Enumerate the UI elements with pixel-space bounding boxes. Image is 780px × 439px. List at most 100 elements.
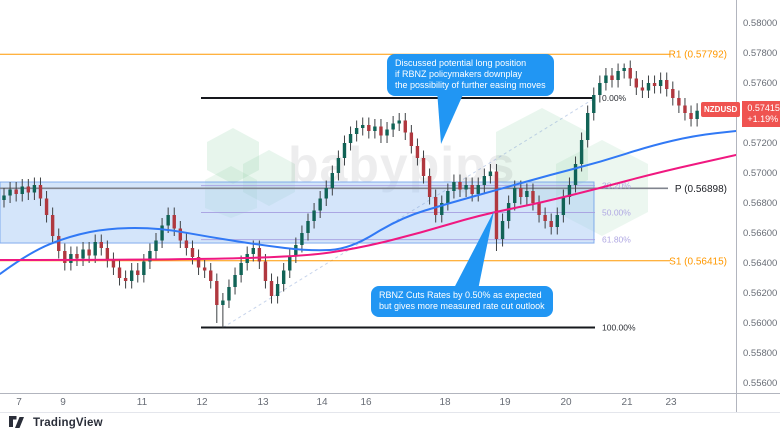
price-tick-label: 0.58000 — [743, 18, 778, 29]
price-chart-canvas: R1 (0.57792) P (0.56898) S1 (0.56415) 0.00%… — [0, 50, 736, 333]
price-tick-label: 0.57000 — [743, 168, 778, 179]
change-text: +1.19% — [747, 114, 779, 124]
candle-down — [494, 171, 499, 239]
candle-down — [458, 182, 462, 190]
candle-up — [506, 203, 511, 221]
fib-label-61.80%: 61.80% — [602, 235, 631, 245]
candle-down — [427, 176, 432, 197]
candle-down — [652, 83, 657, 86]
candle-up — [69, 254, 73, 263]
candle-up — [555, 215, 559, 227]
candle-down — [257, 248, 262, 262]
date-tick-label: 7 — [16, 397, 22, 408]
candle-down — [409, 132, 414, 146]
candle-down — [209, 270, 213, 281]
candle-up — [32, 185, 37, 193]
chart-plot-area[interactable]: babypips R1 (0.57792) P (0.56898) S1 (0.56… — [0, 0, 736, 393]
candle-up — [397, 120, 401, 124]
candle-down — [136, 270, 140, 275]
candle-up — [500, 221, 505, 239]
candle-down — [543, 215, 547, 221]
candle-down — [117, 267, 122, 278]
price-tick-label: 0.56600 — [743, 228, 778, 239]
callout-line: if RBNZ policymakers downplay — [395, 69, 523, 79]
candle-down — [50, 215, 55, 236]
candle-up — [573, 164, 578, 185]
candle-up — [385, 129, 389, 136]
pivot-label-S1: S1 (0.56415) — [669, 256, 727, 267]
price-tick-label: 0.56200 — [743, 288, 778, 299]
candle-up — [579, 140, 584, 164]
date-tick-label: 23 — [665, 397, 677, 408]
candle-up — [300, 233, 304, 245]
callout-line: RBNZ Cuts Rates by 0.50% as expected — [379, 290, 542, 300]
date-tick-label: 18 — [439, 397, 451, 408]
fib-label-50.00%: 50.00% — [602, 207, 631, 217]
price-axis[interactable]: 0.58000 0.57800 0.57600 0.57200 0.57000 0.568… — [737, 0, 780, 393]
candle-down — [634, 78, 639, 88]
candle-down — [26, 186, 31, 193]
candle-down — [44, 198, 49, 215]
date-tick-label: 12 — [196, 397, 208, 408]
candle-up — [81, 249, 85, 259]
ma-blue-line — [0, 130, 736, 275]
candle-down — [531, 191, 535, 203]
candle-down — [99, 242, 103, 248]
candle-up — [166, 215, 170, 226]
candle-up — [318, 198, 322, 211]
candle-up — [561, 197, 566, 215]
pivot-label-R1: R1 (0.57792) — [669, 50, 727, 61]
candle-up — [154, 240, 158, 251]
callout-tail-2 — [453, 211, 494, 290]
time-axis[interactable]: 7 9 11 12 13 14 16 18 19 20 21 23 — [0, 394, 736, 412]
candle-down — [665, 80, 669, 89]
candle-up — [233, 275, 237, 287]
tradingview-brand-text: TradingView — [33, 416, 103, 429]
candle-down — [111, 260, 116, 268]
candle-up — [695, 110, 699, 119]
candle-up — [8, 189, 12, 196]
candle-up — [446, 191, 450, 203]
date-tick-label: 21 — [621, 397, 633, 408]
candle-down — [640, 87, 645, 91]
candle-up — [342, 143, 347, 158]
ma-pink-line — [0, 154, 736, 261]
price-tick-label: 0.55600 — [743, 378, 778, 389]
price-tick-label: 0.56800 — [743, 198, 778, 209]
candle-down — [75, 254, 79, 259]
price-tick-label: 0.57800 — [743, 48, 778, 59]
candle-down — [105, 248, 110, 260]
candle-down — [178, 228, 183, 241]
date-tick-label: 14 — [316, 397, 328, 408]
candle-down — [263, 261, 268, 281]
candle-down — [87, 249, 91, 256]
candle-down — [519, 188, 523, 197]
candle-down — [63, 251, 67, 263]
babypips-watermark: babypips — [205, 108, 648, 236]
candle-up — [658, 80, 663, 86]
price-text: 0.57415 — [747, 103, 780, 113]
date-tick-label: 20 — [560, 397, 572, 408]
candle-up — [361, 125, 365, 128]
candle-up — [373, 126, 377, 131]
candle-down — [671, 89, 675, 98]
candle-down — [202, 267, 207, 271]
price-tick-label: 0.56400 — [743, 258, 778, 269]
candle-down — [367, 125, 371, 131]
price-axis-separator — [736, 0, 737, 412]
date-tick-label: 11 — [136, 397, 148, 408]
candle-down — [38, 185, 43, 199]
candle-up — [598, 83, 602, 95]
candle-down — [379, 126, 383, 136]
candle-down — [57, 236, 61, 251]
candle-down — [421, 158, 426, 176]
candle-down — [433, 197, 438, 215]
fib-label-38.20%: 38.20% — [602, 181, 631, 191]
candle-up — [622, 68, 626, 71]
callout-rbnz-rate-cut[interactable]: RBNZ Cuts Rates by 0.50% as expected but… — [371, 286, 553, 317]
callout-long-position[interactable]: Discussed potential long position if RBN… — [387, 54, 554, 96]
candle-up — [148, 251, 152, 262]
candle-up — [488, 171, 493, 176]
candle-down — [689, 113, 693, 119]
